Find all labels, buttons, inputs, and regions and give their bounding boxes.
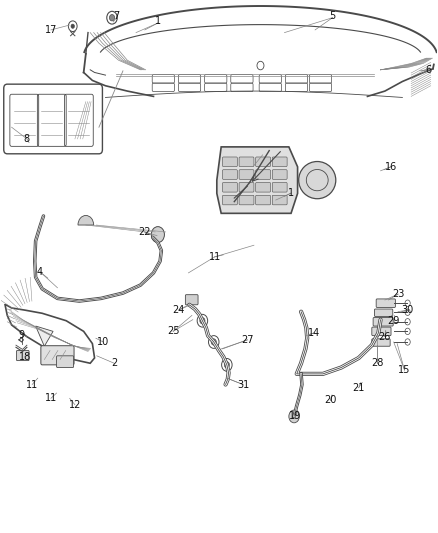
Text: 12: 12 xyxy=(69,400,81,410)
Text: 17: 17 xyxy=(45,25,57,35)
Text: 6: 6 xyxy=(425,65,431,75)
Circle shape xyxy=(289,410,299,423)
Text: 19: 19 xyxy=(289,411,301,422)
Text: 31: 31 xyxy=(237,379,249,390)
FancyBboxPatch shape xyxy=(239,195,254,205)
Circle shape xyxy=(151,227,164,243)
FancyBboxPatch shape xyxy=(57,356,74,368)
Text: 10: 10 xyxy=(97,337,110,347)
Wedge shape xyxy=(78,215,94,225)
FancyBboxPatch shape xyxy=(272,182,287,192)
Circle shape xyxy=(200,318,205,324)
Text: 1: 1 xyxy=(288,188,294,198)
Text: 24: 24 xyxy=(173,305,185,315)
FancyBboxPatch shape xyxy=(4,84,102,154)
FancyBboxPatch shape xyxy=(256,157,271,166)
FancyBboxPatch shape xyxy=(223,182,237,192)
Circle shape xyxy=(222,359,232,371)
FancyBboxPatch shape xyxy=(256,195,271,205)
Text: 11: 11 xyxy=(208,252,221,262)
FancyBboxPatch shape xyxy=(256,182,271,192)
Text: 16: 16 xyxy=(385,161,398,172)
FancyBboxPatch shape xyxy=(374,309,393,317)
FancyBboxPatch shape xyxy=(272,195,287,205)
FancyBboxPatch shape xyxy=(239,157,254,166)
FancyBboxPatch shape xyxy=(372,327,391,336)
Text: 11: 11 xyxy=(26,379,38,390)
Text: 26: 26 xyxy=(379,332,391,342)
Text: 9: 9 xyxy=(18,329,25,340)
Text: 30: 30 xyxy=(402,305,414,315)
Circle shape xyxy=(211,339,216,345)
FancyBboxPatch shape xyxy=(256,169,271,179)
Text: 23: 23 xyxy=(392,289,404,299)
FancyBboxPatch shape xyxy=(223,157,237,166)
FancyBboxPatch shape xyxy=(223,169,237,179)
Text: 27: 27 xyxy=(241,335,254,345)
Text: 20: 20 xyxy=(324,395,336,406)
FancyBboxPatch shape xyxy=(16,351,29,361)
Text: 1: 1 xyxy=(155,16,161,26)
Text: 4: 4 xyxy=(37,267,43,277)
FancyBboxPatch shape xyxy=(185,295,198,305)
Text: 14: 14 xyxy=(308,328,320,338)
FancyBboxPatch shape xyxy=(239,182,254,192)
Text: 21: 21 xyxy=(353,383,365,393)
FancyBboxPatch shape xyxy=(272,157,287,166)
FancyBboxPatch shape xyxy=(376,299,396,308)
Text: 28: 28 xyxy=(371,358,383,368)
Text: 5: 5 xyxy=(329,11,336,21)
Text: 22: 22 xyxy=(138,227,151,237)
FancyBboxPatch shape xyxy=(372,339,390,346)
Text: 18: 18 xyxy=(18,352,31,362)
Text: 29: 29 xyxy=(388,316,400,326)
Polygon shape xyxy=(35,326,53,346)
FancyBboxPatch shape xyxy=(223,195,237,205)
Text: 8: 8 xyxy=(24,134,30,144)
FancyBboxPatch shape xyxy=(272,169,287,179)
Text: 25: 25 xyxy=(167,326,180,336)
Ellipse shape xyxy=(299,161,336,199)
Circle shape xyxy=(110,14,115,21)
FancyBboxPatch shape xyxy=(373,318,393,326)
Text: 11: 11 xyxy=(45,393,57,403)
Text: 15: 15 xyxy=(399,365,411,375)
Circle shape xyxy=(197,314,208,327)
FancyBboxPatch shape xyxy=(41,346,74,365)
Polygon shape xyxy=(217,147,297,213)
FancyBboxPatch shape xyxy=(239,169,254,179)
Circle shape xyxy=(224,362,230,368)
Circle shape xyxy=(208,336,219,349)
Text: 7: 7 xyxy=(113,11,120,21)
Text: 2: 2 xyxy=(111,358,117,368)
Circle shape xyxy=(71,24,74,28)
